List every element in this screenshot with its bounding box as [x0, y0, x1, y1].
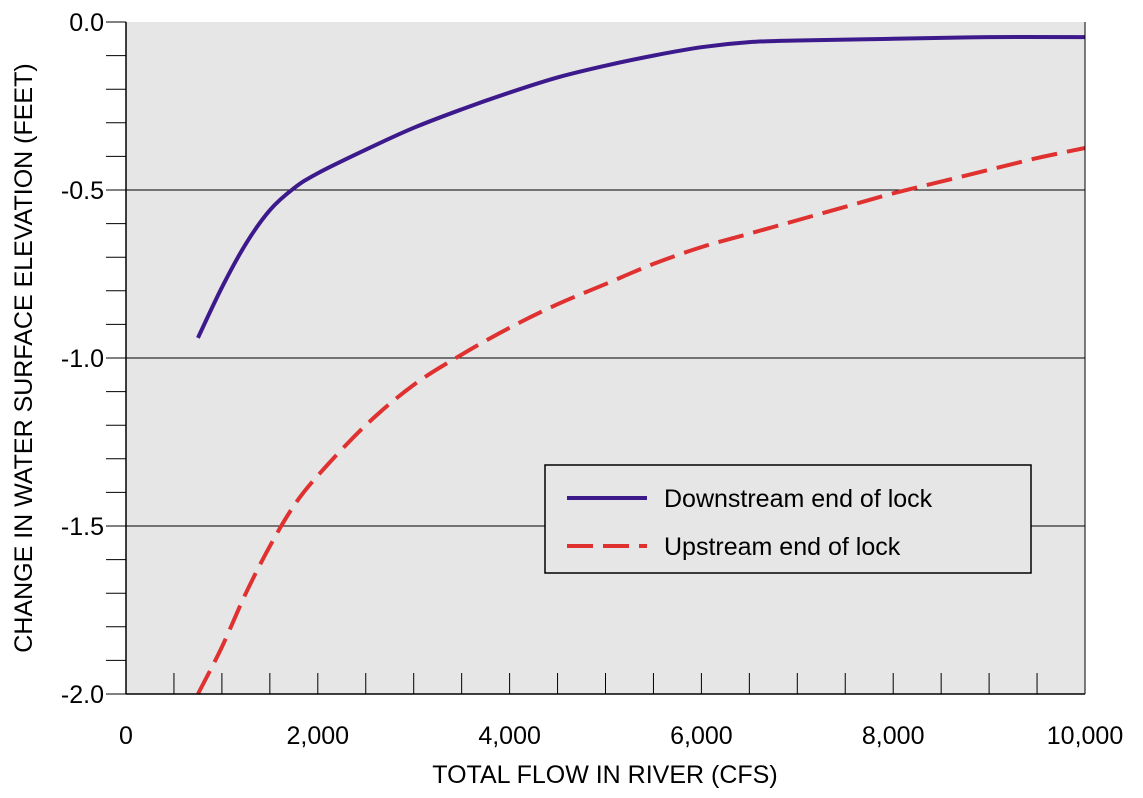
legend: Downstream end of lock Upstream end of l…: [544, 464, 1032, 574]
series-lines: [196, 34, 1086, 695]
y-tick-label: -0.5: [61, 177, 104, 205]
legend-label-downstream: Downstream end of lock: [664, 485, 933, 513]
x-axis-title: TOTAL FLOW IN RIVER (CFS): [432, 761, 777, 789]
y-tick-label: -1.0: [61, 345, 104, 373]
series-line-downstream: [196, 34, 1086, 339]
y-axis-title: CHANGE IN WATER SURFACE ELEVATION (FEET): [10, 63, 38, 652]
legend-label-upstream: Upstream end of lock: [664, 533, 901, 561]
tick-labels: 0.0 -0.5 -1.0 -1.5 -2.0 0 2,000 4,000 6,000 8,000…: [61, 9, 1123, 750]
y-tick-label: -2.0: [61, 681, 104, 709]
x-tick-label: 4,000: [478, 722, 541, 750]
x-tick-label: 0: [119, 722, 133, 750]
x-tick-label: 8,000: [862, 722, 925, 750]
legend-box: [544, 464, 1032, 574]
x-tick-label: 6,000: [670, 722, 733, 750]
x-tick-label: 2,000: [287, 722, 350, 750]
x-tick-label: 10,000: [1047, 722, 1123, 750]
ticks: [106, 21, 1038, 695]
y-tick-label: -1.5: [61, 513, 104, 541]
series-line-upstream: [196, 146, 1086, 695]
y-tick-label: 0.0: [69, 9, 104, 37]
